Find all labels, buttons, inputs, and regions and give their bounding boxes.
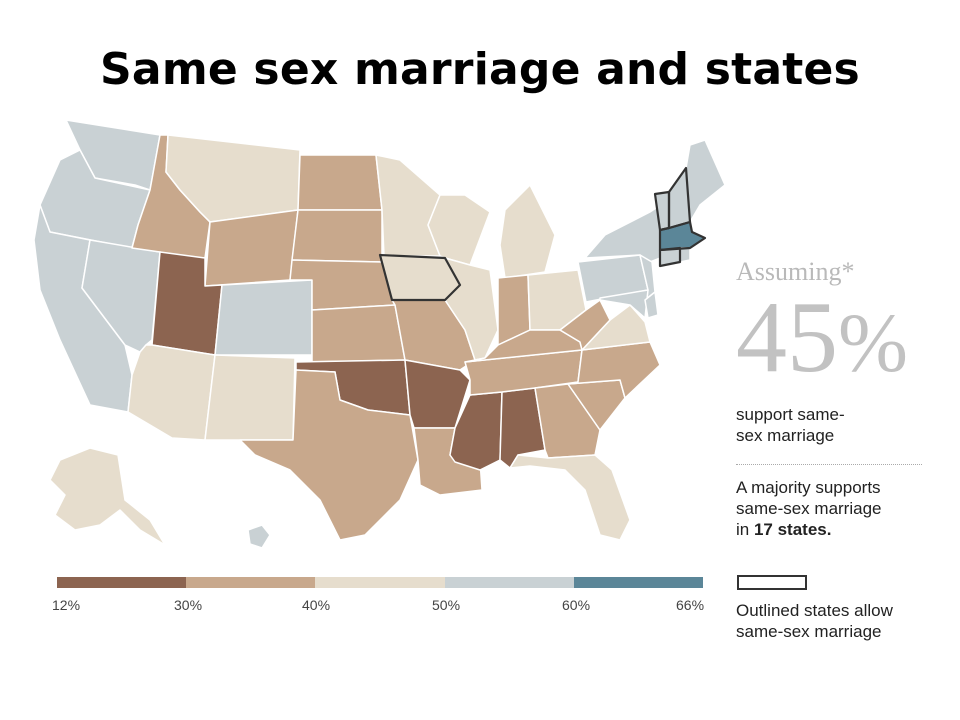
support-caption-line2: sex marriage <box>736 426 835 445</box>
state-WV <box>559 299 611 351</box>
state-NY <box>584 199 669 263</box>
state-NM <box>204 354 296 441</box>
majority-count: 17 states. <box>753 520 832 539</box>
majority-prefix: in <box>736 520 754 539</box>
outline-legend-line2: same-sex marriage <box>736 622 882 641</box>
outline-legend-label: Outlined states allow same-sex marriage <box>736 600 893 642</box>
state-AK <box>49 447 166 546</box>
state-AZ <box>127 344 216 441</box>
state-CO <box>214 279 313 356</box>
support-caption: support same- sex marriage <box>736 404 946 446</box>
support-percentage: 45% <box>736 287 946 394</box>
outline-legend-swatch <box>737 575 807 590</box>
state-TX <box>239 369 419 541</box>
page-title: Same sex marriage and states <box>100 44 860 95</box>
state-ND <box>297 154 383 211</box>
legend-swatch-30-40 <box>186 577 316 588</box>
assuming-label: Assuming* <box>736 257 855 286</box>
majority-line2: same-sex marriage <box>736 499 882 518</box>
legend-swatch-50-60 <box>444 577 574 588</box>
state-WI <box>427 194 491 266</box>
legend-swatch-12-30 <box>57 577 187 588</box>
legend-tick-40: 40% <box>302 597 331 613</box>
legend-tick-66: 66% <box>676 597 705 613</box>
state-FL <box>509 454 631 541</box>
state-ME <box>685 139 726 223</box>
state-HI <box>247 524 271 549</box>
state-KS <box>311 304 406 363</box>
state-WY <box>204 209 299 287</box>
state-SD <box>291 209 383 263</box>
legend-tick-12: 12% <box>52 597 81 613</box>
legend-color-scale <box>57 577 704 588</box>
legend-tick-50: 50% <box>432 597 461 613</box>
legend-swatch-60-66 <box>573 577 704 588</box>
side-panel: Assuming* 45% support same- sex marriage… <box>736 258 946 540</box>
outline-IA <box>378 253 462 302</box>
legend-tick-60: 60% <box>562 597 591 613</box>
dotted-divider <box>736 464 922 465</box>
majority-line3: in 17 states. <box>736 519 946 540</box>
support-unit: % <box>838 297 908 390</box>
state-MN <box>375 154 441 257</box>
state-MI <box>499 184 556 279</box>
outline-CT <box>658 246 682 268</box>
state-RI <box>679 247 691 263</box>
legend-tick-30: 30% <box>174 597 203 613</box>
outline-legend-line1: Outlined states allow <box>736 601 893 620</box>
majority-caption: A majority supports same-sex marriage in… <box>736 477 946 540</box>
legend-swatch-40-50 <box>315 577 445 588</box>
support-caption-line1: support same- <box>736 405 845 424</box>
majority-line1: A majority supports <box>736 478 881 497</box>
support-number: 45 <box>736 281 838 394</box>
state-DE <box>644 291 659 319</box>
state-MD <box>599 289 649 319</box>
